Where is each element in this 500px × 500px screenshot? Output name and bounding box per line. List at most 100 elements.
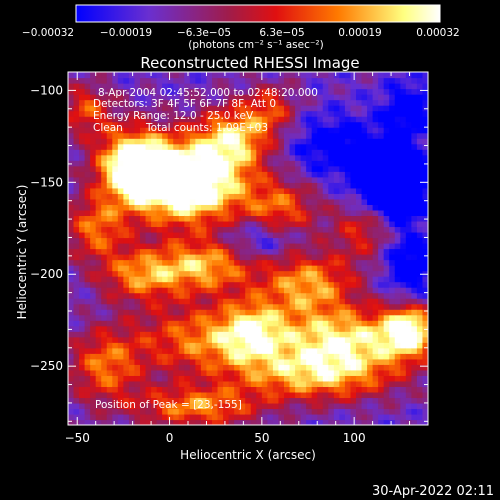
heatmap-cell bbox=[394, 176, 401, 183]
heatmap-cell bbox=[422, 402, 428, 410]
heatmap-cell bbox=[295, 99, 302, 106]
heatmap-cell bbox=[394, 149, 401, 156]
heatmap-cell bbox=[284, 132, 291, 139]
heatmap-cell bbox=[306, 281, 313, 288]
heatmap-cell bbox=[378, 154, 385, 161]
heatmap-cell bbox=[68, 88, 75, 95]
heatmap-cell bbox=[234, 325, 241, 332]
heatmap-cell bbox=[333, 391, 340, 399]
heatmap-cell bbox=[378, 165, 385, 172]
heatmap-cell bbox=[151, 132, 158, 139]
heatmap-cell bbox=[73, 353, 80, 360]
heatmap-cell bbox=[123, 265, 130, 272]
heatmap-cell bbox=[178, 88, 185, 95]
heatmap-cell bbox=[278, 204, 285, 211]
heatmap-cell bbox=[278, 325, 285, 332]
heatmap-cell bbox=[200, 88, 208, 95]
heatmap-cell bbox=[306, 149, 313, 156]
heatmap-cell bbox=[90, 187, 97, 194]
heatmap-cell bbox=[162, 320, 169, 327]
heatmap-cell bbox=[162, 397, 169, 404]
heatmap-cell bbox=[228, 265, 235, 272]
heatmap-cell bbox=[217, 292, 224, 299]
heatmap-cell bbox=[284, 270, 291, 277]
heatmap-cell bbox=[394, 77, 401, 84]
heatmap-cell bbox=[140, 215, 147, 222]
heatmap-cell bbox=[206, 248, 213, 255]
heatmap-cell bbox=[101, 270, 108, 277]
heatmap-cell bbox=[311, 292, 318, 299]
heatmap-cell bbox=[162, 143, 169, 150]
heatmap-cell bbox=[184, 193, 191, 200]
heatmap-cell bbox=[117, 215, 124, 222]
heatmap-cell bbox=[145, 408, 152, 415]
heatmap-cell bbox=[239, 242, 246, 250]
heatmap-cell bbox=[267, 408, 274, 415]
heatmap-cell bbox=[156, 358, 163, 365]
heatmap-cell bbox=[68, 303, 75, 310]
heatmap-cell bbox=[167, 94, 174, 101]
heatmap-cell bbox=[212, 287, 219, 294]
heatmap-cell bbox=[267, 121, 274, 128]
heatmap-cell bbox=[112, 298, 119, 305]
heatmap-cell bbox=[289, 259, 296, 266]
heatmap-cell bbox=[356, 265, 363, 272]
heatmap-cell bbox=[140, 149, 147, 156]
heatmap-cell bbox=[272, 380, 280, 387]
heatmap-cell bbox=[167, 265, 174, 272]
heatmap-cell bbox=[73, 314, 80, 321]
heatmap-cell bbox=[239, 314, 246, 321]
heatmap-cell bbox=[250, 171, 257, 178]
heatmap-cell bbox=[278, 380, 285, 387]
heatmap-cell bbox=[217, 72, 224, 79]
heatmap-cell bbox=[422, 303, 428, 310]
heatmap-cell bbox=[284, 209, 291, 217]
heatmap-cell bbox=[311, 165, 318, 172]
heatmap-cell bbox=[350, 358, 357, 365]
heatmap-cell bbox=[228, 94, 235, 101]
heatmap-cell bbox=[378, 303, 385, 310]
heatmap-cell bbox=[140, 154, 147, 161]
heatmap-cell bbox=[361, 110, 368, 117]
heatmap-cell bbox=[400, 110, 407, 117]
heatmap-cell bbox=[289, 105, 296, 112]
heatmap-cell bbox=[140, 138, 147, 145]
heatmap-cell bbox=[422, 226, 428, 233]
heatmap-cell bbox=[112, 364, 119, 371]
heatmap-cell bbox=[422, 83, 428, 90]
heatmap-cell bbox=[256, 314, 263, 321]
heatmap-cell bbox=[151, 303, 158, 310]
heatmap-cell bbox=[145, 149, 152, 156]
heatmap-cell bbox=[128, 193, 136, 200]
x-axis-label: Heliocentric X (arcsec) bbox=[180, 448, 316, 462]
heatmap-cell bbox=[106, 254, 113, 261]
heatmap-cell bbox=[267, 254, 274, 261]
heatmap-cell bbox=[322, 314, 329, 321]
heatmap-cell bbox=[73, 204, 80, 211]
heatmap-cell bbox=[394, 193, 401, 200]
heatmap-cell bbox=[156, 187, 163, 194]
heatmap-cell bbox=[344, 270, 352, 277]
heatmap-cell bbox=[195, 94, 202, 101]
heatmap-cell bbox=[322, 187, 329, 194]
colorbar-tick-label: 0.00019 bbox=[338, 27, 381, 39]
heatmap-cell bbox=[284, 419, 291, 425]
heatmap-cell bbox=[184, 242, 191, 250]
heatmap-cell bbox=[311, 309, 318, 316]
heatmap-cell bbox=[267, 309, 274, 316]
heatmap-cell bbox=[261, 364, 268, 371]
heatmap-cell bbox=[289, 408, 296, 415]
heatmap-cell bbox=[250, 386, 257, 393]
heatmap-cell bbox=[68, 402, 75, 410]
heatmap-cell bbox=[189, 386, 196, 393]
heatmap-cell bbox=[134, 110, 141, 117]
heatmap-cell bbox=[245, 72, 252, 79]
heatmap-cell bbox=[289, 265, 296, 272]
heatmap-cell bbox=[400, 187, 407, 194]
heatmap-cell bbox=[128, 281, 136, 288]
heatmap-cell bbox=[356, 270, 363, 277]
heatmap-cell bbox=[151, 320, 158, 327]
heatmap-cell bbox=[295, 413, 302, 421]
heatmap-cell bbox=[383, 254, 390, 261]
heatmap-cell bbox=[223, 408, 230, 415]
